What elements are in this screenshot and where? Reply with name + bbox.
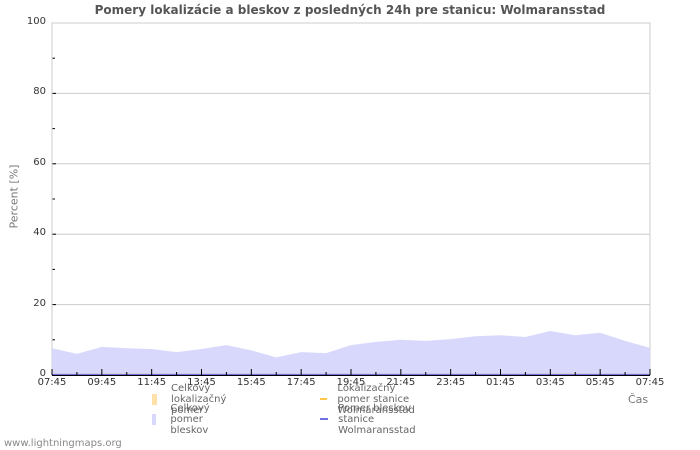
y-axis-label: Percent [%] xyxy=(7,164,21,229)
x-tick-label: 07:45 xyxy=(635,377,665,388)
chart-title: Pomery lokalizácie a bleskov z poslednýc… xyxy=(94,3,606,17)
x-tick-label: 21:45 xyxy=(386,377,416,388)
legend-line-icon xyxy=(320,398,328,400)
x-tick-label: 07:45 xyxy=(37,377,67,388)
x-axis-label: Čas xyxy=(628,393,649,406)
legend-label: Lokalizačný pomer stanice Wolmaransstad xyxy=(337,382,415,416)
x-tick-label: 13:45 xyxy=(187,377,216,388)
footer-credit: www.lightningmaps.org xyxy=(4,438,122,449)
y-tick-label: 0 xyxy=(39,368,46,379)
legend-item-total-location-ratio: Celkový lokalizačný pomer xyxy=(152,383,232,416)
y-tick-label: 80 xyxy=(33,86,46,98)
x-tick-label: 23:45 xyxy=(436,377,466,388)
y-tick-label: 40 xyxy=(33,227,46,239)
x-tick-label: 09:45 xyxy=(87,377,117,388)
legend-label: Celkový pomer bleskov xyxy=(170,402,210,436)
x-tick-label: 19:45 xyxy=(336,377,366,388)
legend-item-station-lightning-ratio: Pomer bleskov stanice Wolmaransstad xyxy=(320,403,425,436)
legend-swatch-icon xyxy=(152,413,157,425)
x-tick-label: 03:45 xyxy=(535,377,565,388)
x-tick-label: 17:45 xyxy=(286,377,316,388)
x-tick-label: 11:45 xyxy=(137,377,167,388)
legend-item-total-lightning-ratio: Celkový pomer bleskov xyxy=(152,403,216,436)
legend-swatch-icon xyxy=(152,393,158,405)
legend-label: Pomer bleskov stanice Wolmaransstad xyxy=(338,402,416,436)
legend-label: Celkový lokalizačný pomer xyxy=(171,382,227,416)
y-tick-label: 20 xyxy=(33,297,46,309)
legend-line-icon xyxy=(320,418,329,420)
x-tick-label: 05:45 xyxy=(585,377,615,388)
y-tick-label: 60 xyxy=(33,156,46,168)
y-tick-label: 100 xyxy=(26,16,46,27)
legend-item-station-location-ratio: Lokalizačný pomer stanice Wolmaransstad xyxy=(320,383,425,416)
x-tick-label: 15:45 xyxy=(236,377,266,388)
x-tick-label: 01:45 xyxy=(486,377,515,388)
